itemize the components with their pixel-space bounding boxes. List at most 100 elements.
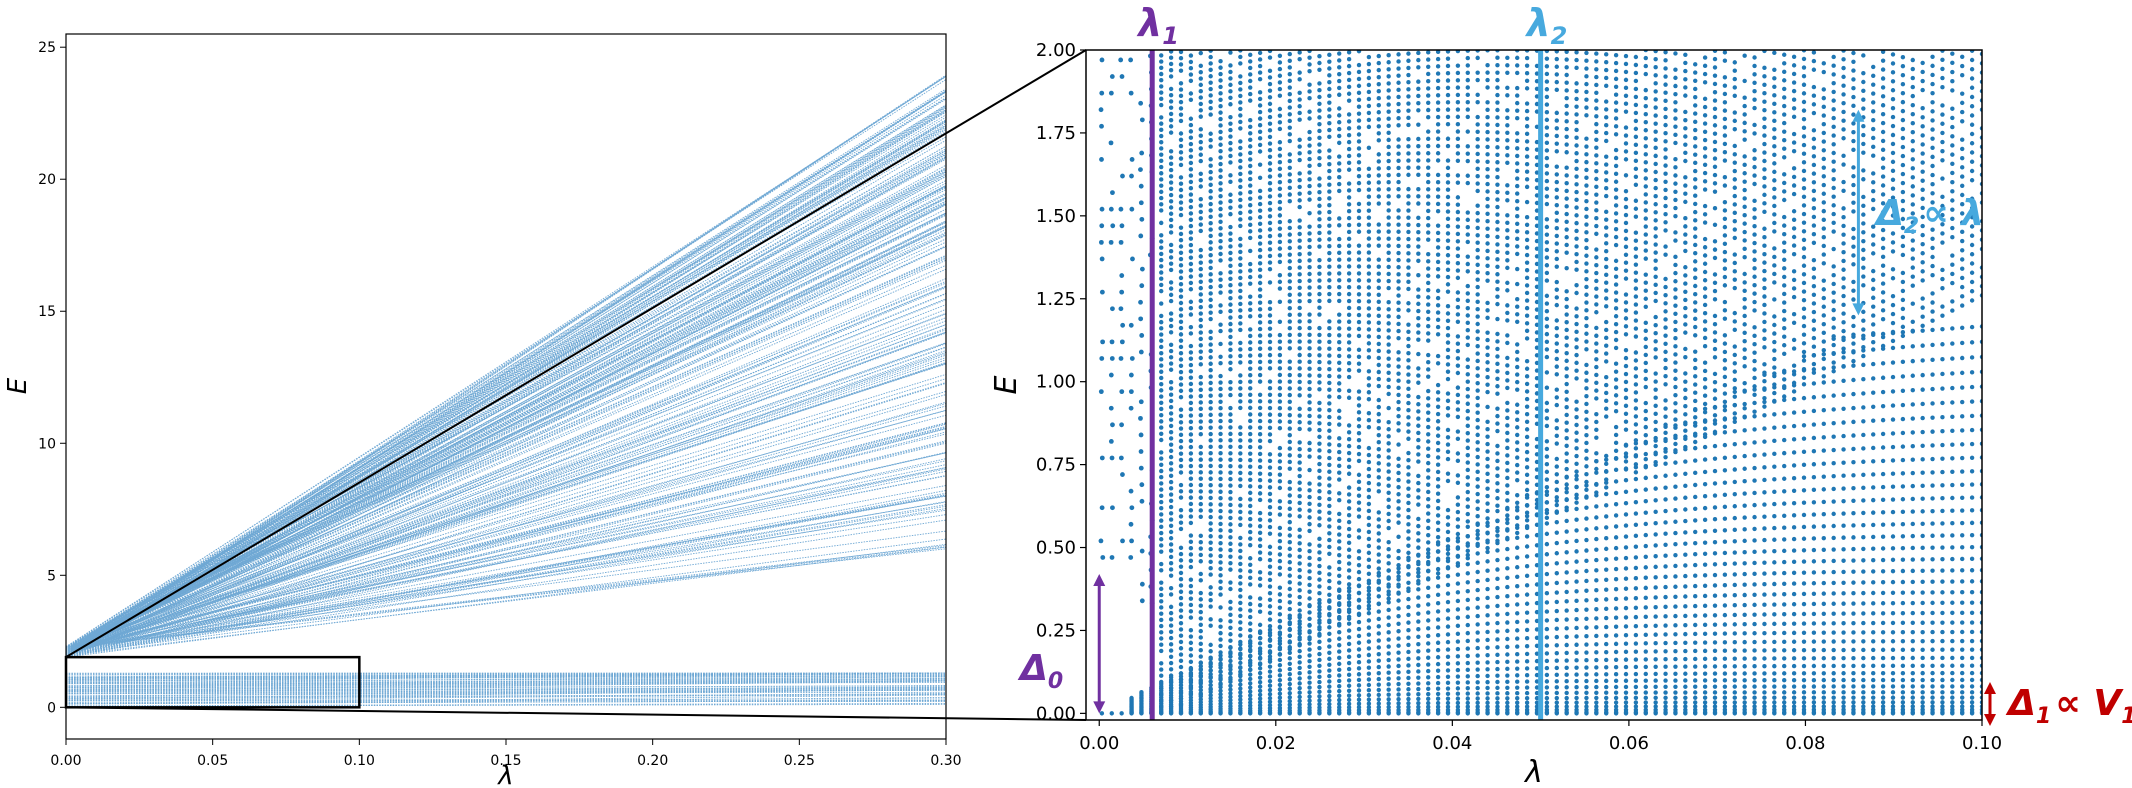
energy-level-point (1267, 95, 1273, 100)
energy-level-point (1544, 658, 1550, 664)
energy-level-point (1435, 455, 1441, 460)
energy-level-point (1465, 92, 1470, 98)
energy-level-point (1337, 655, 1342, 661)
energy-level-point (1178, 319, 1184, 325)
energy-level-point (1564, 518, 1569, 524)
energy-level-point (1406, 322, 1411, 327)
energy-level-point (1277, 166, 1283, 172)
energy-level-point (1376, 559, 1381, 564)
energy-level-point (1297, 473, 1302, 479)
energy-level-point (1257, 254, 1263, 259)
energy-level-point (1554, 118, 1559, 123)
energy-level-point (1346, 340, 1352, 345)
energy-level-point (1277, 538, 1283, 544)
energy-level-point (1218, 650, 1223, 655)
energy-level-point (1524, 260, 1530, 265)
energy-level-point (1594, 695, 1599, 701)
energy-level-point (1613, 266, 1619, 271)
energy-level-point (1248, 314, 1253, 319)
energy-level-point (1524, 524, 1530, 529)
energy-level-point (1188, 407, 1194, 412)
energy-level-point (1138, 233, 1144, 239)
energy-level-point (1346, 628, 1352, 633)
energy-level-point (1396, 692, 1401, 697)
energy-level-point (1505, 130, 1510, 136)
energy-level-point (1594, 208, 1599, 213)
energy-level-point (1435, 625, 1441, 630)
energy-level-point (1515, 700, 1520, 705)
energy-level-point (1515, 168, 1520, 174)
energy-level-point (1267, 590, 1273, 596)
energy-level-point (1178, 294, 1184, 299)
energy-level-point (1159, 549, 1164, 554)
upper-band-line (66, 222, 946, 654)
energy-level-point (1297, 272, 1302, 277)
energy-level-point (1248, 639, 1253, 644)
energy-level-point (1356, 666, 1362, 671)
energy-level-point (1613, 52, 1619, 58)
energy-level-point (1178, 489, 1184, 494)
energy-level-point (1287, 105, 1292, 110)
energy-level-point (1584, 159, 1589, 165)
energy-level-point (1168, 74, 1174, 79)
energy-level-point (1505, 490, 1510, 496)
upper-band-line (66, 452, 946, 648)
energy-level-point (1208, 93, 1213, 98)
energy-level-point (1435, 632, 1441, 638)
energy-level-point (1168, 486, 1174, 491)
energy-level-point (1228, 283, 1233, 288)
energy-level-point (1406, 536, 1411, 541)
energy-level-point (1198, 343, 1203, 348)
energy-level-point (1406, 215, 1411, 220)
energy-level-point (1188, 683, 1194, 688)
energy-level-point (1475, 440, 1480, 445)
energy-level-point (1228, 554, 1233, 559)
energy-level-point (1110, 505, 1115, 511)
energy-level-point (1495, 700, 1500, 705)
energy-level-point (1426, 194, 1431, 199)
energy-level-point (1337, 367, 1342, 372)
energy-level-point (1544, 71, 1550, 77)
energy-level-point (1178, 87, 1184, 92)
energy-level-point (1534, 635, 1540, 641)
energy-level-point (1386, 637, 1391, 642)
energy-level-point (1475, 711, 1480, 716)
energy-level-point (1376, 383, 1381, 389)
energy-level-point (1188, 122, 1194, 128)
energy-level-point (1208, 671, 1213, 677)
energy-level-point (1386, 130, 1391, 136)
energy-level-point (1574, 528, 1579, 533)
energy-level-point (1564, 672, 1569, 677)
energy-level-point (1277, 120, 1283, 125)
energy-level-point (1356, 444, 1362, 450)
energy-level-point (1445, 449, 1451, 455)
energy-level-point (1317, 698, 1322, 703)
energy-level-point (1356, 167, 1362, 172)
energy-level-point (1327, 469, 1332, 474)
energy-level-point (1465, 394, 1470, 399)
energy-level-point (1337, 161, 1342, 166)
energy-level-point (1346, 464, 1352, 470)
energy-level-point (1119, 223, 1125, 229)
energy-level-point (1257, 537, 1263, 542)
energy-level-point (1604, 256, 1609, 262)
energy-level-point (1416, 100, 1421, 106)
energy-level-point (1188, 533, 1194, 538)
energy-level-point (1257, 497, 1263, 503)
energy-level-point (1248, 608, 1253, 613)
energy-level-point (1544, 224, 1550, 230)
energy-level-point (1208, 387, 1213, 392)
energy-level-point (1178, 413, 1184, 419)
energy-level-point (1416, 86, 1421, 92)
energy-level-point (1327, 544, 1332, 550)
energy-level-point (1386, 194, 1391, 199)
energy-level-point (1524, 116, 1530, 121)
energy-level-point (1435, 64, 1441, 69)
energy-level-point (1584, 650, 1589, 655)
energy-level-point (1307, 136, 1312, 141)
upper-band-line (66, 145, 946, 654)
energy-level-point (1515, 462, 1520, 468)
energy-level-point (1297, 218, 1302, 223)
energy-level-point (1248, 634, 1253, 639)
energy-level-point (1485, 367, 1490, 373)
